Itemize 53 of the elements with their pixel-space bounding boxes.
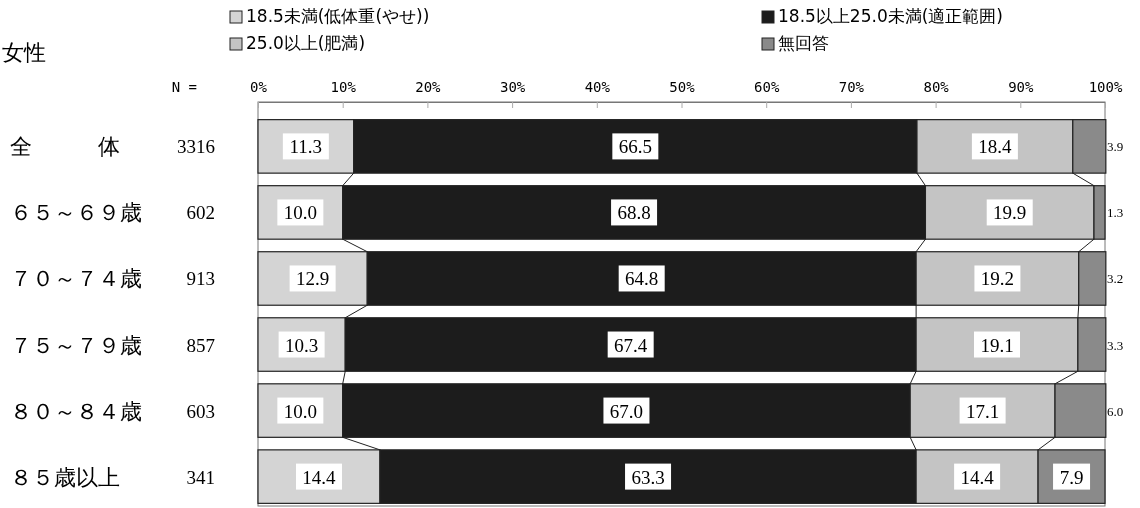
data-label: 67.4: [614, 334, 648, 356]
data-label: 18.4: [978, 136, 1013, 158]
x-tick-label: 20%: [415, 79, 442, 95]
data-label: 68.8: [617, 202, 651, 224]
y-tick-label: ６５～６９歳: [10, 200, 142, 226]
legend-label: 25.0以上(肥満): [246, 33, 366, 53]
y-tick-label: ８０～８４歳: [10, 398, 142, 424]
data-label: 10.3: [285, 334, 319, 356]
text: N =: [171, 79, 197, 95]
legend-label: 無回答: [778, 33, 829, 53]
data-label: 10.0: [283, 202, 317, 224]
legend-label: 18.5以上25.0未満(適正範囲): [778, 6, 1003, 26]
data-label: 64.8: [625, 268, 659, 290]
data-label: 12.9: [296, 268, 330, 290]
data-label: 3.2: [1107, 271, 1124, 287]
data-label: 63.3: [631, 466, 665, 488]
x-tick-label: 0%: [250, 79, 268, 95]
data-label: 19.1: [980, 334, 1014, 356]
x-tick-label: 10%: [330, 79, 357, 95]
data-label: 14.4: [302, 466, 337, 488]
data-label: 7.9: [1059, 466, 1084, 488]
x-tick-label: 40%: [584, 79, 611, 95]
x-tick-label: 90%: [1008, 79, 1035, 95]
y-tick-label: ７５～７９歳: [10, 332, 142, 358]
legend-label: 18.5未満(低体重(やせ)): [246, 6, 430, 26]
data-label: 10.0: [283, 400, 317, 422]
y-tick-label: 全 体: [10, 134, 120, 160]
text: 857: [186, 334, 215, 356]
y-tick-label: ８５歳以上: [10, 464, 120, 490]
data-label: 11.3: [289, 136, 323, 158]
x-tick-label: 30%: [499, 79, 526, 95]
text: 603: [186, 400, 215, 422]
x-tick-label: 100%: [1088, 79, 1123, 95]
text: 602: [186, 202, 215, 224]
text: 341: [186, 466, 215, 488]
data-label: 19.2: [980, 268, 1015, 290]
data-label: 19.9: [993, 202, 1027, 224]
data-label: 6.0: [1107, 403, 1124, 419]
text: 女性: [2, 40, 46, 65]
text: 3316: [177, 136, 215, 158]
x-tick-label: 60%: [754, 79, 780, 95]
data-label: 17.1: [965, 400, 1000, 422]
data-label: 66.5: [618, 136, 652, 158]
data-label: 3.9: [1107, 139, 1124, 155]
x-tick-label: 70%: [838, 79, 865, 95]
y-tick-label: ７０～７４歳: [10, 266, 142, 292]
x-tick-label: 80%: [923, 79, 950, 95]
x-tick-label: 50%: [669, 79, 696, 95]
data-label: 67.0: [609, 400, 644, 422]
data-label: 1.3: [1107, 205, 1124, 221]
data-label: 3.3: [1107, 337, 1124, 353]
data-label: 14.4: [960, 466, 995, 488]
text: 913: [186, 268, 215, 290]
